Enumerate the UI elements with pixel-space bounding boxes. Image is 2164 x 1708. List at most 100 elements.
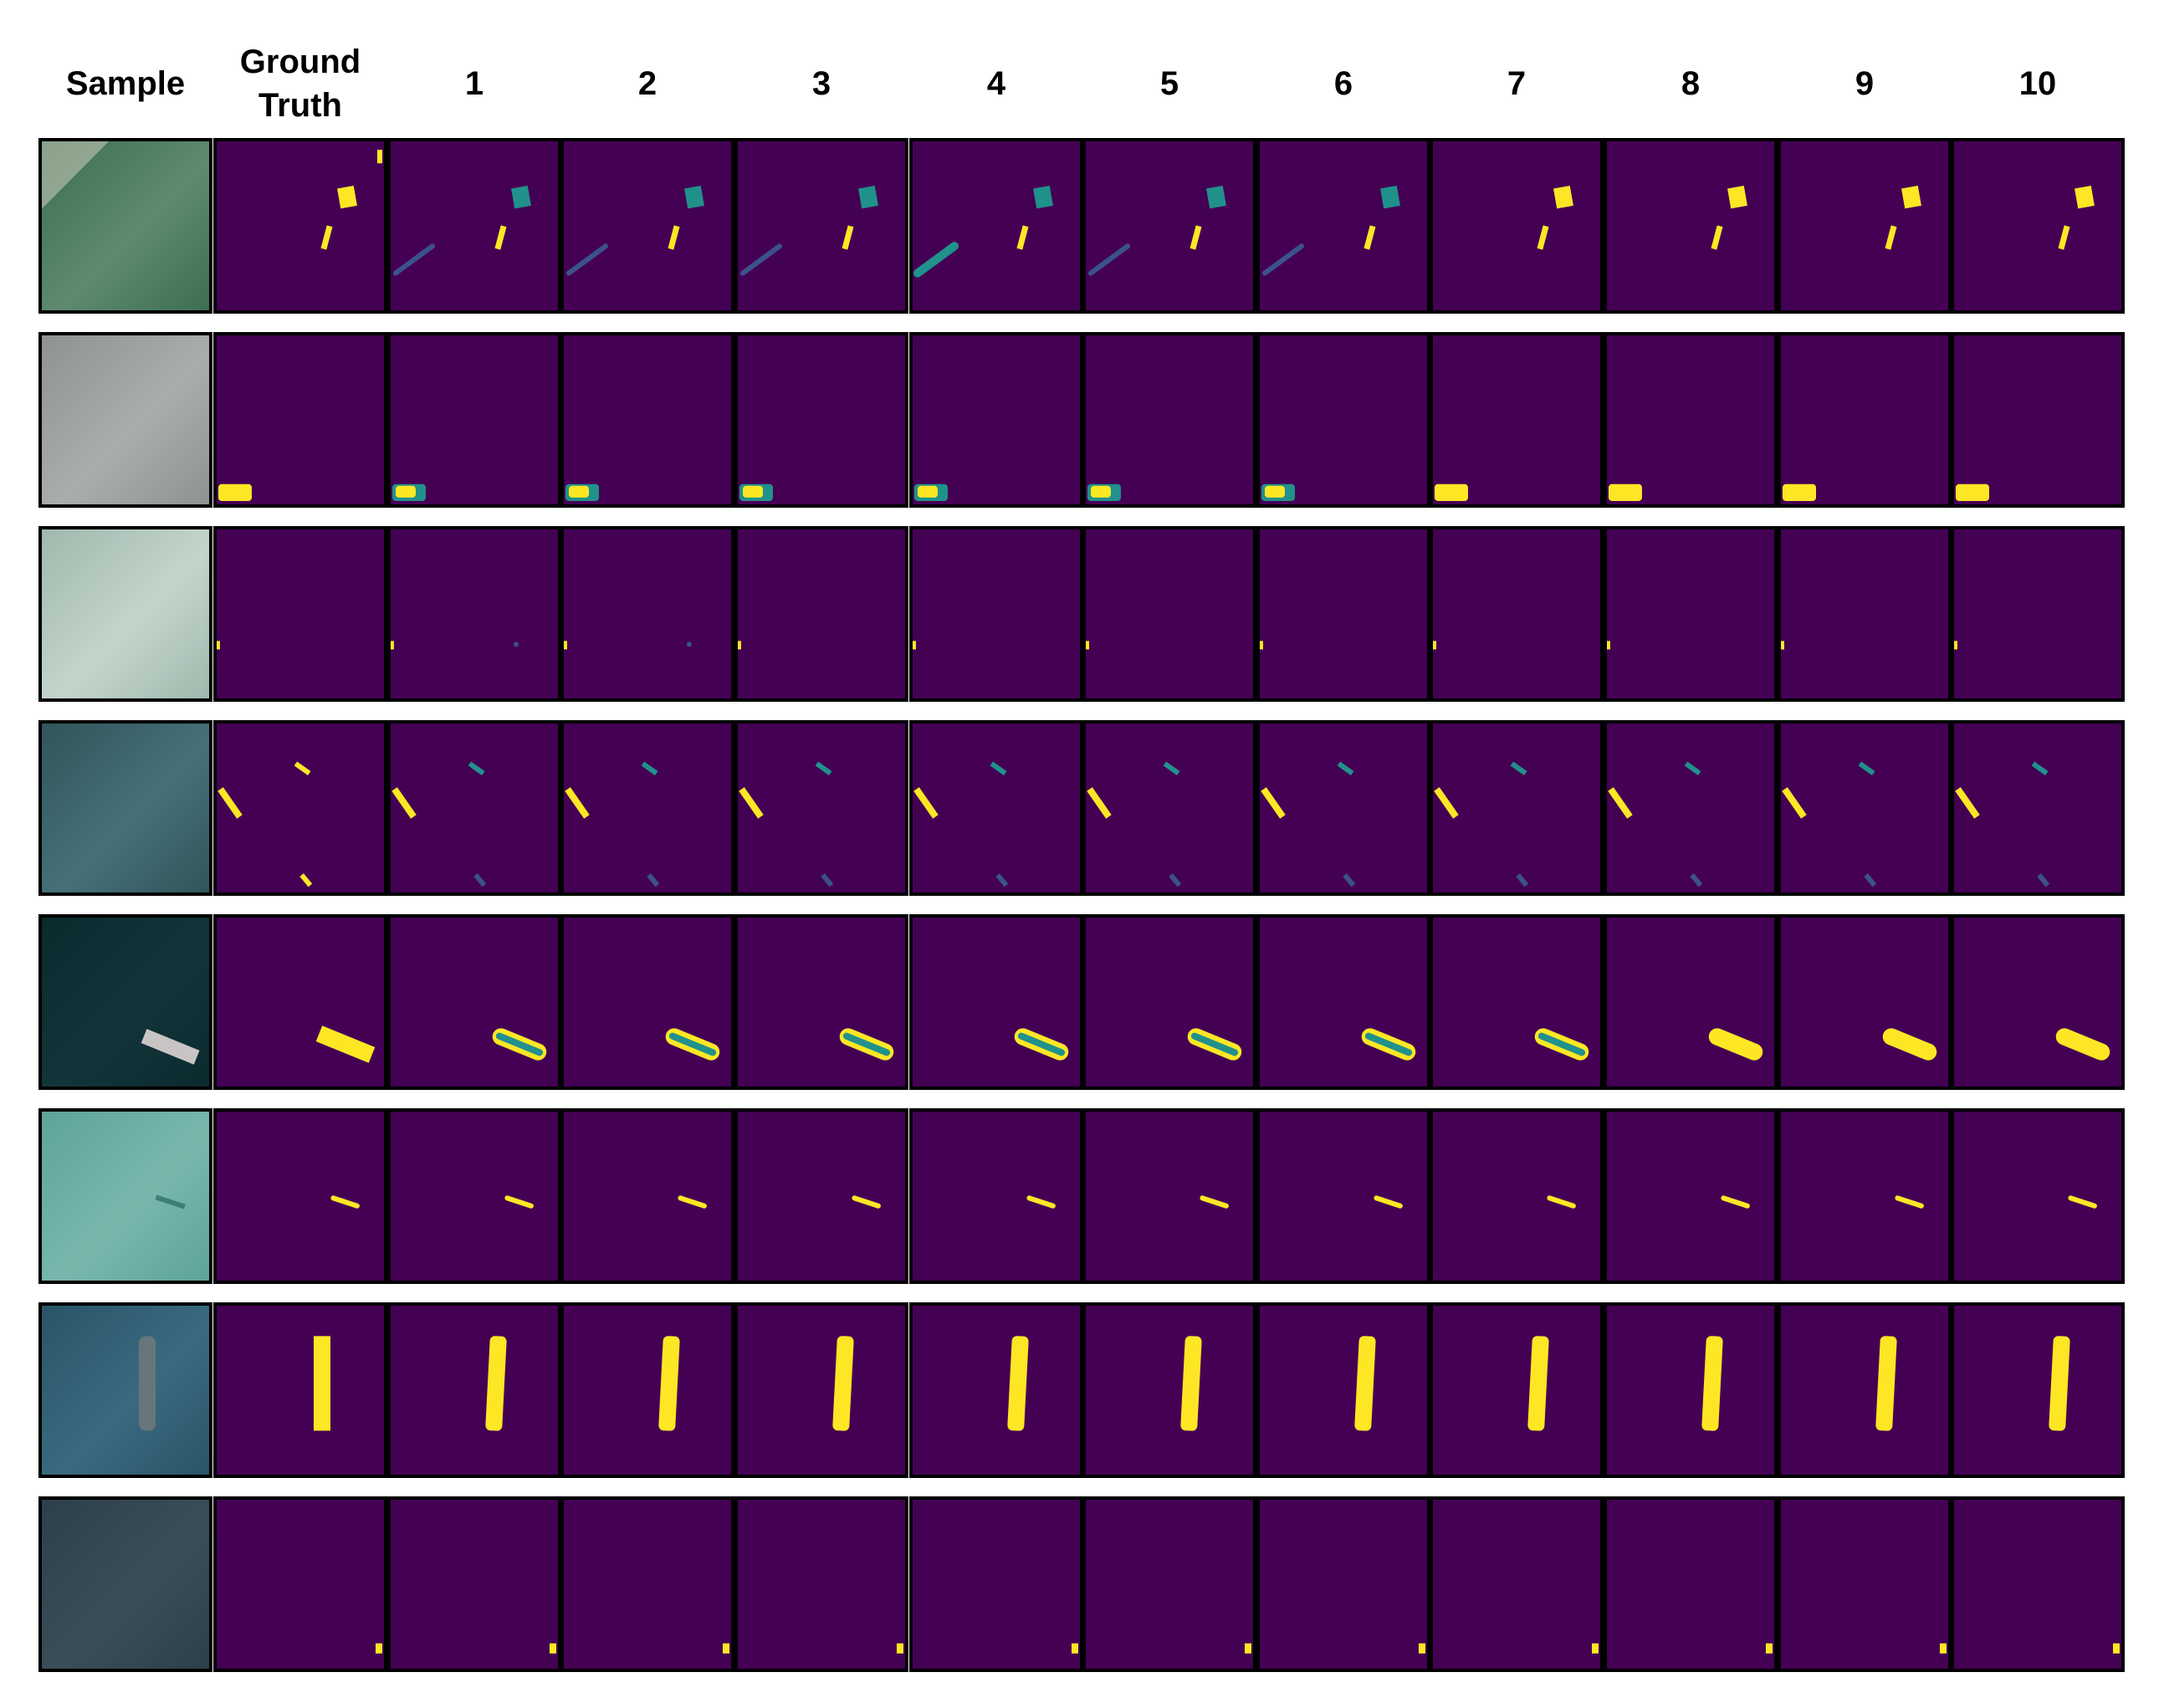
prediction-mask-2-row-2 <box>560 332 734 508</box>
segmentation-mask <box>1956 483 1989 501</box>
prediction-mask-4-row-7 <box>909 1302 1083 1478</box>
ground-truth-mask-row-2 <box>213 332 387 508</box>
segmentation-mask <box>1607 641 1610 650</box>
segmentation-mask <box>1782 761 1877 887</box>
segmentation-mask <box>565 761 660 887</box>
segmentation-mask <box>1088 185 1226 276</box>
segmentation-mask <box>739 483 773 501</box>
prediction-mask-6-row-1 <box>1256 138 1430 314</box>
segmentation-mask <box>1361 1028 1416 1061</box>
prediction-mask-8-row-6 <box>1604 1108 1778 1284</box>
prediction-mask-9-row-2 <box>1778 332 1952 508</box>
prediction-mask-10-row-8 <box>1951 1496 2125 1672</box>
prediction-mask-6-row-7 <box>1256 1302 1430 1478</box>
prediction-mask-8-row-8 <box>1604 1496 1778 1672</box>
prediction-mask-10-row-7 <box>1951 1302 2125 1478</box>
prediction-mask-6-row-4 <box>1256 720 1430 896</box>
prediction-mask-10-row-3 <box>1951 526 2125 702</box>
prediction-mask-1-row-5 <box>387 914 561 1090</box>
segmentation-mask <box>1781 641 1784 650</box>
column-header-0: Sample <box>65 65 186 102</box>
ground-truth-mask-row-7 <box>213 1302 387 1478</box>
column-header-4: 3 <box>811 65 831 102</box>
column-header-5: 4 <box>986 65 1006 102</box>
segmentation-mask <box>913 185 1053 278</box>
segmentation-mask <box>1007 1336 1029 1431</box>
prediction-mask-3-row-6 <box>734 1108 908 1284</box>
segmentation-mask <box>658 1336 680 1431</box>
sample-image-row-5 <box>38 914 212 1090</box>
sample-photo <box>42 724 209 892</box>
prediction-mask-4-row-8 <box>909 1496 1083 1672</box>
prediction-mask-10-row-4 <box>1951 720 2125 896</box>
segmentation-mask <box>1087 483 1121 501</box>
prediction-mask-5-row-1 <box>1082 138 1256 314</box>
prediction-mask-2-row-1 <box>560 138 734 314</box>
prediction-mask-5-row-5 <box>1082 914 1256 1090</box>
segmentation-mask <box>1433 641 1436 650</box>
prediction-mask-1-row-4 <box>387 720 561 896</box>
sample-photo <box>139 1336 156 1431</box>
segmentation-mask <box>315 1025 376 1063</box>
prediction-mask-9-row-6 <box>1778 1108 1952 1284</box>
prediction-mask-3-row-3 <box>734 526 908 702</box>
prediction-mask-1-row-7 <box>387 1302 561 1478</box>
prediction-mask-7-row-7 <box>1430 1302 1604 1478</box>
segmentation-mask <box>723 1643 729 1654</box>
prediction-mask-3-row-2 <box>734 332 908 508</box>
prediction-mask-6-row-8 <box>1256 1496 1430 1672</box>
prediction-mask-4-row-2 <box>909 332 1083 508</box>
segmentation-mask <box>1955 761 2050 887</box>
segmentation-mask <box>1435 483 1468 501</box>
segmentation-mask <box>665 1028 720 1061</box>
prediction-mask-10-row-1 <box>1951 138 2125 314</box>
segmentation-mask <box>1895 1195 1924 1209</box>
sample-photo <box>42 529 209 698</box>
segmentation-mask <box>565 483 599 501</box>
segmentation-mask <box>393 185 531 276</box>
segmentation-mask <box>1885 185 1921 250</box>
segmentation-mask <box>913 641 916 650</box>
sample-photo <box>42 1500 209 1669</box>
segmentation-mask <box>839 1028 894 1061</box>
sample-image-row-8 <box>38 1496 212 1672</box>
prediction-mask-3-row-4 <box>734 720 908 896</box>
column-header-11: 10 <box>2018 65 2057 102</box>
segmentation-mask <box>1766 1643 1773 1654</box>
sample-photo <box>141 1029 200 1065</box>
prediction-mask-8-row-5 <box>1604 914 1778 1090</box>
prediction-mask-3-row-1 <box>734 138 908 314</box>
segmentation-mask <box>504 1195 534 1209</box>
prediction-mask-2-row-7 <box>560 1302 734 1478</box>
sample-image-row-6 <box>38 1108 212 1284</box>
segmentation-mask <box>738 641 741 650</box>
prediction-mask-9-row-5 <box>1778 914 1952 1090</box>
column-header-8: 7 <box>1507 65 1527 102</box>
segmentation-mask <box>550 1643 556 1654</box>
prediction-mask-7-row-6 <box>1430 1108 1604 1284</box>
sample-photo <box>42 335 209 504</box>
segmentation-mask <box>1434 761 1529 887</box>
prediction-mask-10-row-6 <box>1951 1108 2125 1284</box>
segmentation-mask <box>217 761 313 887</box>
prediction-mask-10-row-5 <box>1951 914 2125 1090</box>
column-header-1: Ground Truth <box>239 43 361 124</box>
segmentation-mask <box>740 185 878 276</box>
ground-truth-mask-row-4 <box>213 720 387 896</box>
segmentation-mask <box>218 483 252 501</box>
segmentation-mask <box>1783 483 1816 501</box>
segmentation-mask <box>1087 761 1182 887</box>
segmentation-mask <box>564 641 692 650</box>
prediction-mask-3-row-5 <box>734 914 908 1090</box>
segmentation-mask <box>376 1643 382 1654</box>
segmentation-mask <box>217 641 220 650</box>
column-header-9: 8 <box>1681 65 1701 102</box>
segmentation-mask <box>1711 185 1747 250</box>
segmentation-mask <box>1200 1195 1229 1209</box>
ground-truth-mask-row-1 <box>213 138 387 314</box>
segmentation-mask <box>1708 1028 1763 1061</box>
prediction-mask-9-row-7 <box>1778 1302 1952 1478</box>
segmentation-mask <box>320 150 382 250</box>
segmentation-mask <box>2068 1195 2097 1209</box>
ground-truth-mask-row-3 <box>213 526 387 702</box>
